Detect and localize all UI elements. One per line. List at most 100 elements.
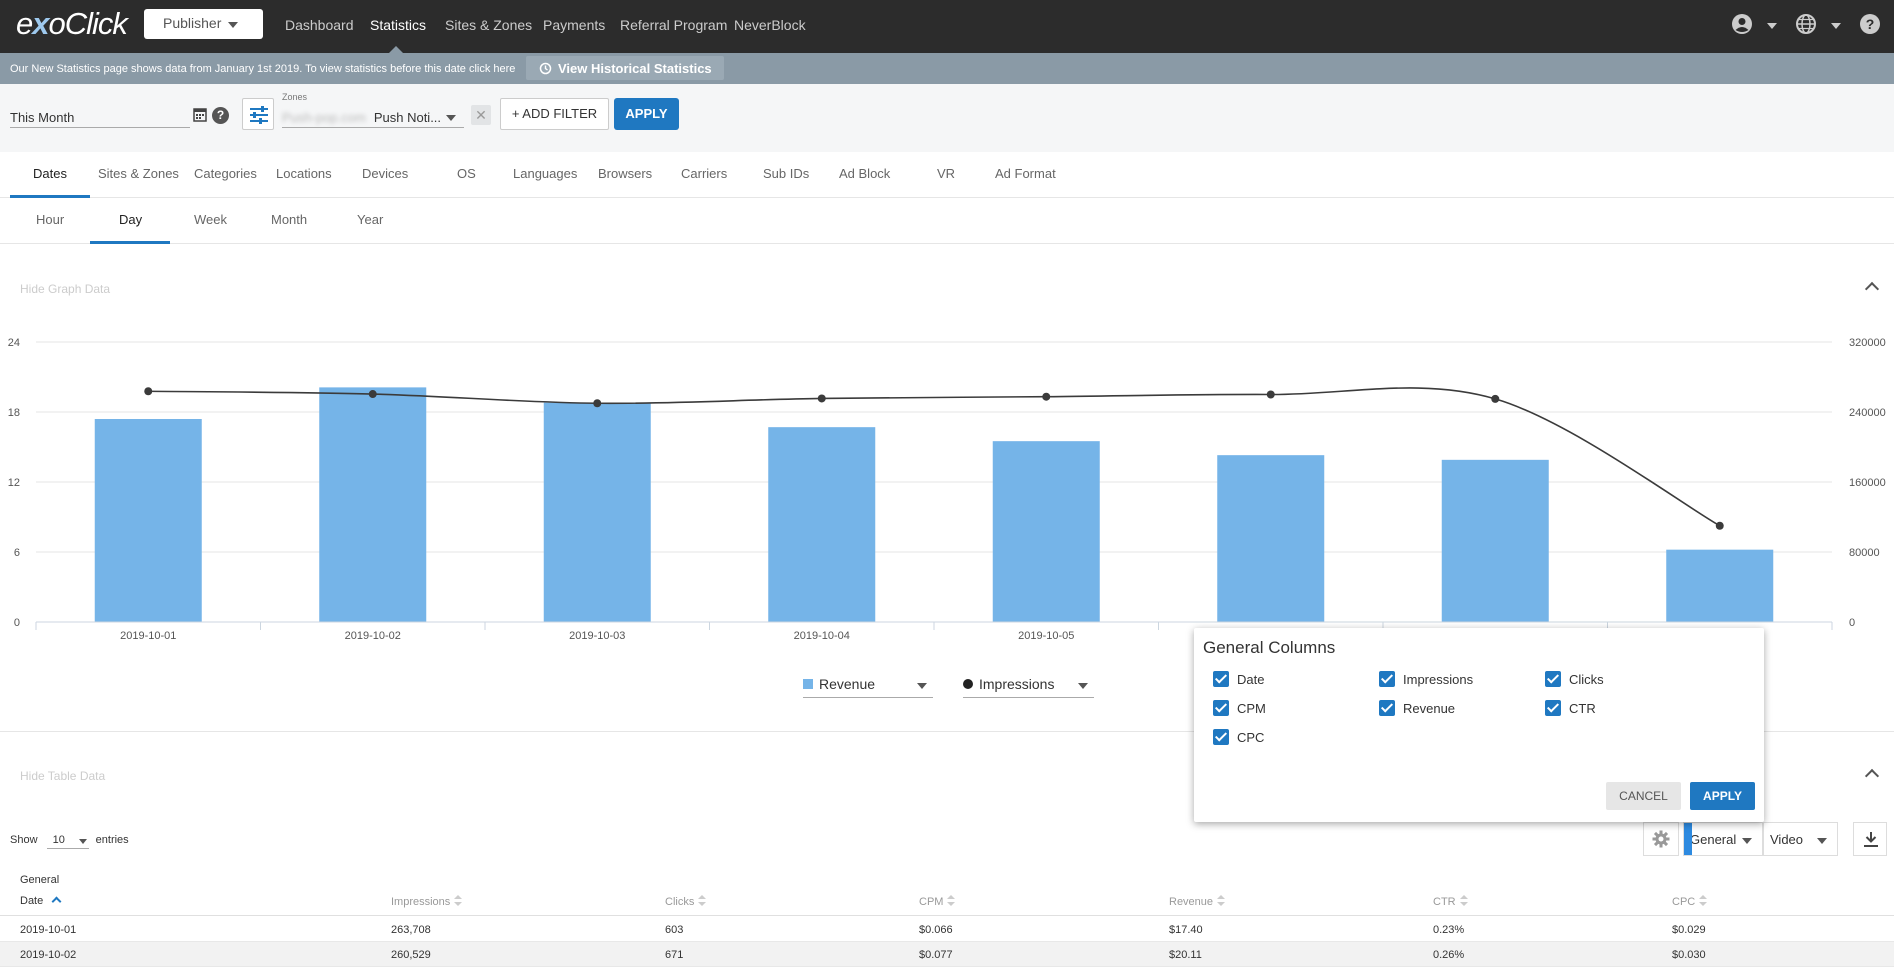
impressions-point [368,390,377,399]
x-tick-label: 2019-10-03 [569,630,625,642]
checkbox-checked[interactable] [1545,671,1561,687]
help-icon[interactable]: ? [1859,13,1881,35]
cell-cpm: $0.077 [919,949,953,961]
chevron-down-icon[interactable] [1831,23,1841,29]
revenue-swatch [803,679,813,689]
exoclick-logo[interactable]: exoClick [16,6,128,41]
column-header-date-label: Date [20,895,44,907]
x-tick-label: 2019-10-04 [794,630,850,642]
filter-settings-button[interactable] [242,98,274,130]
tab-languages[interactable]: Languages [513,166,578,181]
add-filter-button[interactable]: + ADD FILTER [500,98,609,130]
column-header-date[interactable]: Date [20,895,62,907]
zones-select[interactable]: Push-pop.com Push Noti... [282,106,464,128]
legend-impressions-select[interactable]: Impressions [963,676,1094,698]
checkbox-checked[interactable] [1213,671,1229,687]
column-toggle-label: Date [1237,672,1265,687]
column-set-video-select[interactable]: Video [1763,822,1838,856]
column-header-clicks[interactable]: Clicks [665,895,707,908]
clear-zones-button[interactable]: ✕ [471,105,491,125]
chevron-up-icon[interactable] [1864,281,1880,297]
tab-browsers[interactable]: Browsers [598,166,653,181]
impressions-point [593,399,602,408]
sort-icon [1459,895,1468,907]
tab-year[interactable]: Year [357,212,384,227]
checkbox-checked[interactable] [1213,700,1229,716]
column-header-ctr[interactable]: CTR [1433,895,1468,908]
tab-week[interactable]: Week [194,212,227,227]
role-label: Publisher [163,15,222,31]
nav-neverblock[interactable]: NeverBlock [734,17,806,33]
sort-icon [1699,895,1708,907]
cell-date: 2019-10-01 [20,924,77,936]
tab-carriers[interactable]: Carriers [681,166,728,181]
popup-apply-button[interactable]: APPLY [1690,782,1755,810]
globe-icon[interactable] [1795,13,1817,35]
user-account-icon[interactable] [1731,13,1753,35]
legend-revenue-select[interactable]: Revenue [803,676,933,698]
tab-locations[interactable]: Locations [276,166,332,181]
nav-dashboard[interactable]: Dashboard [285,17,354,33]
entries-select[interactable]: 10 [46,834,89,849]
checkbox-checked[interactable] [1545,700,1561,716]
tab-devices[interactable]: Devices [362,166,409,181]
impressions-point [817,394,826,403]
y-left-tick-label: 24 [8,337,20,349]
role-selector[interactable]: Publisher [144,9,263,39]
tab-ad-format[interactable]: Ad Format [995,166,1056,181]
checkbox-checked[interactable] [1379,671,1395,687]
tab-dates[interactable]: Dates [33,166,67,181]
table-header: Date Impressions Clicks CPM Revenue CTR … [0,890,1894,916]
date-range-field[interactable]: This Month [10,106,190,128]
column-header-cpc[interactable]: CPC [1672,895,1708,908]
y-right-tick-label: 240000 [1849,407,1886,419]
cell-revenue: $20.11 [1169,949,1202,961]
date-help-icon[interactable]: ? [212,107,229,124]
column-header-impressions[interactable]: Impressions [391,895,463,908]
tab-hour[interactable]: Hour [36,212,65,227]
impressions-swatch [963,679,973,689]
calendar-icon[interactable] [193,107,207,122]
cell-impressions: 260,529 [391,949,431,961]
cell-cpm: $0.066 [919,924,953,936]
column-settings-button[interactable] [1643,822,1679,856]
legend-revenue-label: Revenue [819,676,876,692]
tab-month[interactable]: Month [271,212,308,227]
view-historical-statistics-button[interactable]: View Historical Statistics [526,56,724,80]
apply-filters-button[interactable]: APPLY [614,98,679,130]
nav-referral-program[interactable]: Referral Program [620,17,728,33]
sort-ascending-icon [51,896,62,907]
section-divider [0,731,1894,732]
revenue-bar [1217,455,1325,622]
column-header-clicks-label: Clicks [665,896,695,908]
cell-cpc: $0.030 [1672,949,1706,961]
nav-statistics[interactable]: Statistics [370,17,427,33]
tab-categories[interactable]: Categories [194,166,257,181]
hide-table-data-link[interactable]: Hide Table Data [20,769,106,783]
y-right-tick-label: 320000 [1849,337,1886,349]
tab-os[interactable]: OS [457,166,476,181]
checkbox-checked[interactable] [1213,729,1229,745]
y-left-tick-label: 18 [8,407,20,419]
column-header-cpm[interactable]: CPM [919,895,956,908]
tab-sites-zones[interactable]: Sites & Zones [98,166,179,181]
checkbox-checked[interactable] [1379,700,1395,716]
hide-graph-data-link[interactable]: Hide Graph Data [20,282,111,296]
column-header-revenue[interactable]: Revenue [1169,895,1226,908]
download-button[interactable] [1853,822,1887,856]
tab-day[interactable]: Day [119,212,143,227]
chevron-up-icon[interactable] [1864,768,1880,784]
tab-vr[interactable]: VR [937,166,956,181]
revenue-bar [543,402,651,622]
column-header-ctr-label: CTR [1433,896,1456,908]
tab-ad-block[interactable]: Ad Block [839,166,891,181]
chevron-down-icon[interactable] [1767,23,1777,29]
column-set-general-select[interactable]: General [1683,822,1763,856]
tab-sub-ids[interactable]: Sub IDs [763,166,810,181]
popup-cancel-button[interactable]: CANCEL [1606,782,1681,810]
nav-sites-zones[interactable]: Sites & Zones [445,17,533,33]
legend-impressions-label: Impressions [979,676,1055,692]
history-icon [539,62,552,75]
nav-payments[interactable]: Payments [543,17,606,33]
table-row: 2019-10-01 263,708 603 $0.066 $17.40 0.2… [0,917,1894,942]
